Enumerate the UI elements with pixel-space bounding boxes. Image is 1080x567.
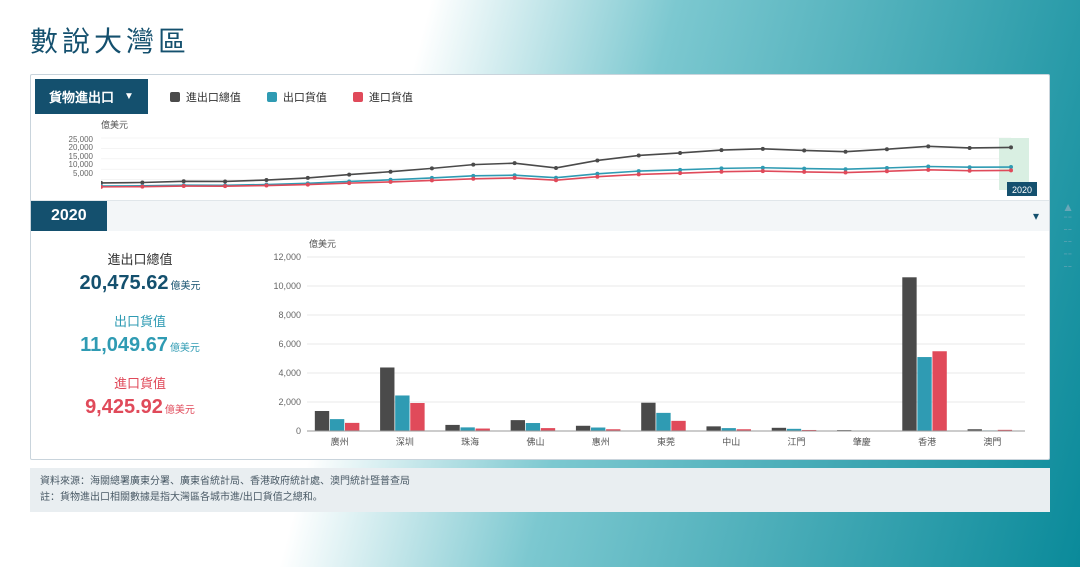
legend-label: 進口貨值 (369, 89, 413, 105)
arrow-up-icon: ▲ (1062, 200, 1074, 214)
chevron-down-icon: ▼ (124, 91, 134, 102)
stat-label: 進口貨值 (85, 373, 195, 392)
year-row: 2020 ▾ (31, 200, 1049, 231)
svg-text:肇慶: 肇慶 (853, 436, 871, 447)
svg-text:6,000: 6,000 (278, 339, 301, 349)
svg-text:珠海: 珠海 (461, 436, 479, 447)
svg-text:2020: 2020 (1012, 185, 1032, 195)
svg-text:東莞: 東莞 (657, 436, 675, 447)
bar-panel: 億美元 0 2,000 4,000 6,000 8,000 10,000 12,000 廣州 深… (255, 235, 1045, 455)
bar-y-unit: 億美元 (309, 237, 336, 250)
side-indicator: ▲ ¦ ¦ ¦ ¦ ¦ (1062, 200, 1074, 271)
legend-item-total[interactable]: 進出口總值 (170, 89, 241, 105)
timeline-svg: 2020 (101, 134, 1037, 196)
legend-label: 出口貨值 (283, 89, 327, 105)
stat-import: 進口貨值 9,425.92億美元 (85, 373, 195, 419)
svg-text:佛山: 佛山 (526, 436, 544, 447)
legend-swatch (353, 92, 363, 102)
bar-svg: 0 2,000 4,000 6,000 8,000 10,000 12,000 廣州 深圳 珠海 佛… (265, 245, 1035, 451)
legend-label: 進出口總值 (186, 89, 241, 105)
legend-swatch (170, 92, 180, 102)
footer-note: 註：貨物進出口相關數據是指大灣區各城市進/出口貨值之總和。 (40, 490, 1040, 506)
stat-total: 進出口總值 20,475.62億美元 (80, 249, 201, 295)
svg-text:4,000: 4,000 (278, 368, 301, 378)
stat-label: 進出口總值 (80, 249, 201, 268)
metric-dropdown[interactable]: 貨物進出口 ▼ (35, 79, 148, 114)
mini-y-ticks: 25,00020,00015,00010,0005,000 (61, 136, 93, 178)
svg-text:中山: 中山 (722, 436, 740, 447)
legend: 進出口總值 出口貨值 進口貨值 (170, 89, 413, 105)
legend-item-import[interactable]: 進口貨值 (353, 89, 413, 105)
footer-source: 資料來源：海關總署廣東分署、廣東省統計局、香港政府統計處、澳門統計暨普查局 (40, 474, 1040, 490)
legend-item-export[interactable]: 出口貨值 (267, 89, 327, 105)
svg-text:澳門: 澳門 (983, 436, 1001, 447)
legend-swatch (267, 92, 277, 102)
dropdown-label: 貨物進出口 (49, 87, 114, 106)
header-bar: 貨物進出口 ▼ 進出口總值 出口貨值 進口貨值 (31, 75, 1049, 118)
stat-value: 20,475.62億美元 (80, 272, 201, 295)
svg-text:深圳: 深圳 (396, 437, 414, 447)
svg-text:惠州: 惠州 (592, 436, 610, 447)
svg-text:廣州: 廣州 (331, 436, 349, 447)
timeline-chart[interactable]: 億美元 25,00020,00015,00010,0005,000 2020 (31, 118, 1049, 200)
stat-export: 出口貨值 11,049.67億美元 (80, 311, 200, 357)
stat-value: 11,049.67億美元 (80, 334, 200, 357)
svg-text:2,000: 2,000 (278, 397, 301, 407)
svg-text:0: 0 (296, 426, 301, 436)
stat-label: 出口貨值 (80, 311, 200, 330)
footer-panel: 資料來源：海關總署廣東分署、廣東省統計局、香港政府統計處、澳門統計暨普查局 註：… (30, 468, 1050, 512)
stat-value: 9,425.92億美元 (85, 396, 195, 419)
stats-panel: 進出口總值 20,475.62億美元 出口貨值 11,049.67億美元 進口貨… (35, 235, 245, 455)
svg-text:8,000: 8,000 (278, 310, 301, 320)
body-row: 進出口總值 20,475.62億美元 出口貨值 11,049.67億美元 進口貨… (31, 231, 1049, 459)
filter-icon[interactable]: ▾ (1033, 209, 1049, 223)
page-title: 數說大灣區 (30, 20, 1050, 60)
svg-text:12,000: 12,000 (273, 252, 301, 262)
dots-icon: ¦ ¦ ¦ ¦ ¦ (1064, 216, 1073, 271)
svg-text:10,000: 10,000 (273, 281, 301, 291)
svg-text:江門: 江門 (788, 437, 806, 447)
svg-text:香港: 香港 (918, 436, 936, 447)
main-panel: 貨物進出口 ▼ 進出口總值 出口貨值 進口貨值 億美元 (30, 74, 1050, 460)
mini-y-unit: 億美元 (101, 118, 128, 131)
year-badge[interactable]: 2020 (31, 201, 107, 231)
